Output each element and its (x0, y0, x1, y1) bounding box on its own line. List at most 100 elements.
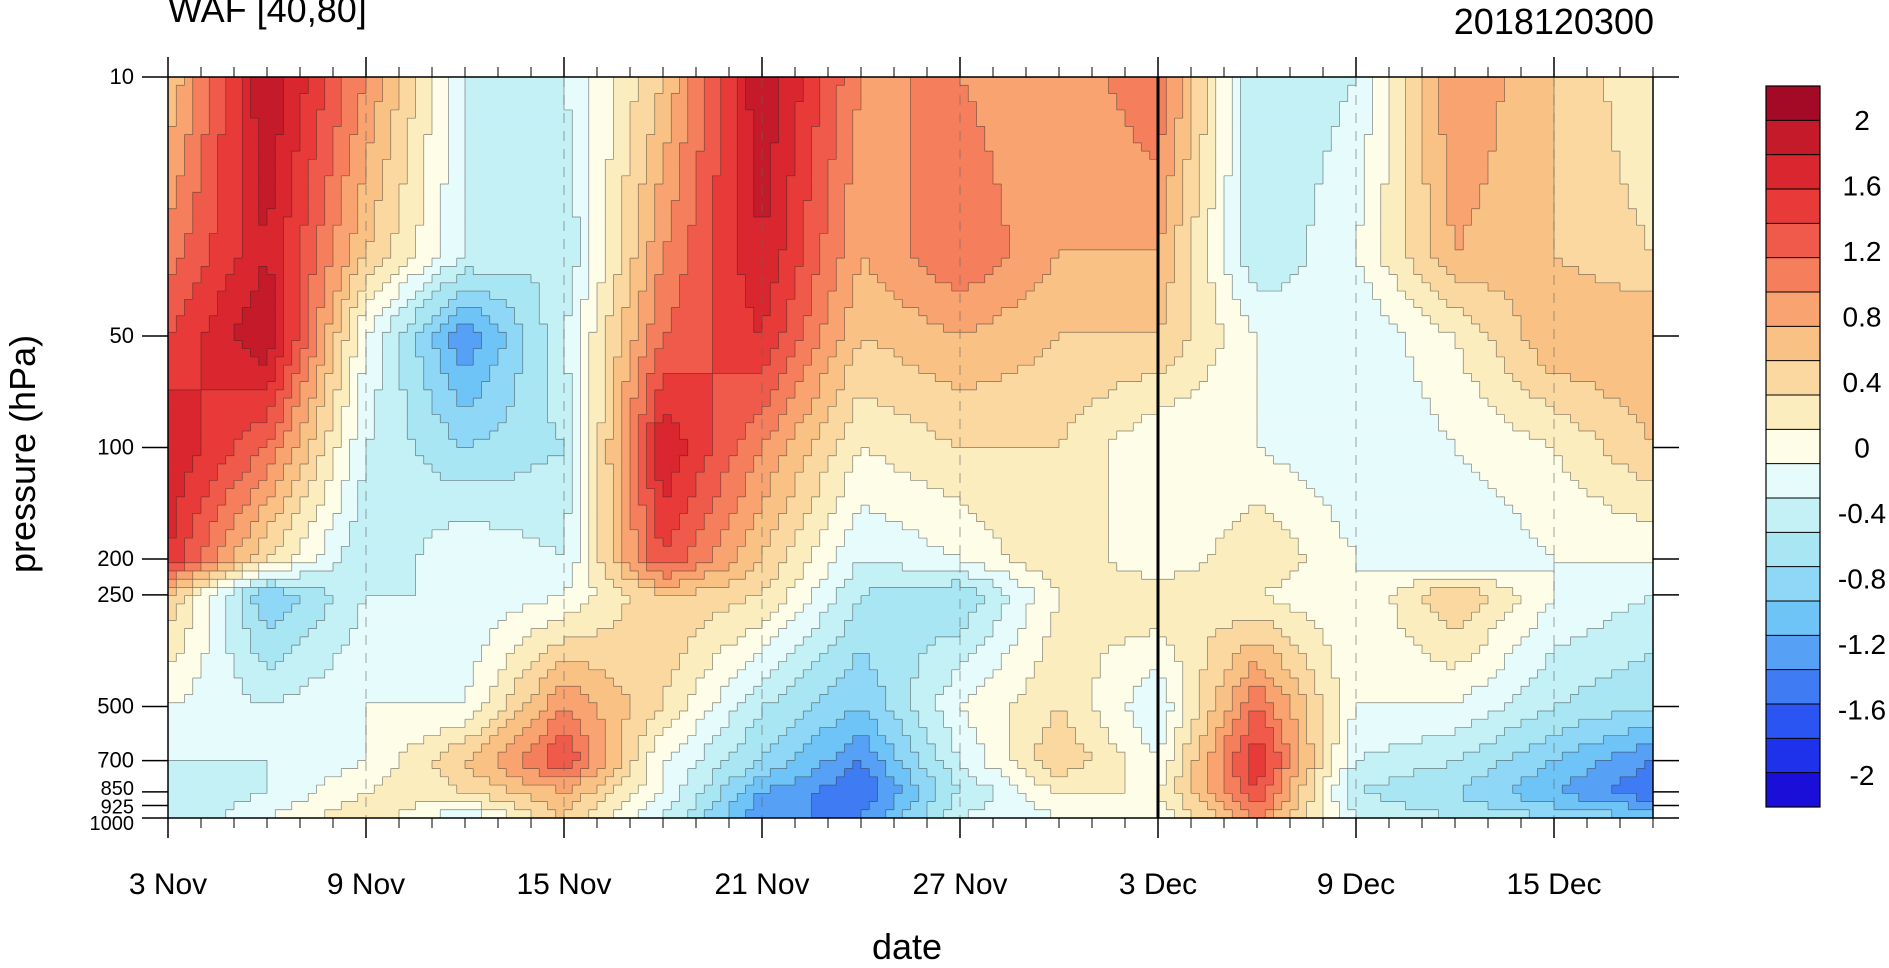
field-cell (1240, 258, 1250, 267)
field-cell (671, 167, 681, 177)
field-cell (1306, 77, 1316, 86)
field-cell (1578, 282, 1588, 292)
field-cell (324, 175, 334, 185)
field-cell (1331, 101, 1341, 111)
field-cell (1100, 192, 1110, 202)
field-cell (1026, 241, 1035, 251)
field-cell (242, 85, 252, 95)
field-cell (745, 93, 755, 103)
field-cell (646, 216, 656, 226)
field-cell (885, 126, 895, 136)
field-cell (786, 93, 796, 103)
field-cell (1240, 208, 1250, 218)
field-cell (1479, 134, 1489, 144)
field-cell (1496, 134, 1506, 144)
field-cell (1215, 291, 1225, 300)
field-cell (1347, 291, 1357, 300)
field-cell (217, 126, 227, 136)
field-cell (1281, 282, 1291, 292)
field-cell (366, 93, 375, 103)
field-cell (415, 225, 425, 235)
field-cell (1438, 291, 1448, 300)
field-cell (984, 282, 994, 292)
field-cell (522, 126, 532, 136)
field-cell (844, 200, 854, 210)
field-cell (1240, 134, 1250, 144)
field-cell (465, 291, 474, 300)
field-cell (465, 101, 474, 111)
field-cell (250, 77, 260, 86)
field-cell (1116, 77, 1126, 86)
field-cell (613, 85, 623, 95)
field-cell (1356, 258, 1365, 267)
field-cell (1595, 151, 1605, 160)
field-cell (539, 241, 549, 251)
field-cell (1083, 175, 1093, 185)
field-cell (1158, 192, 1167, 202)
field-cell (1199, 126, 1209, 136)
field-cell (1232, 258, 1242, 267)
field-cell (390, 167, 400, 177)
field-cell (1521, 258, 1530, 267)
field-cell (1265, 266, 1275, 276)
field-cell (1356, 134, 1365, 144)
field-cell (300, 299, 309, 309)
field-cell (984, 134, 994, 144)
field-cell (192, 299, 202, 309)
field-cell (1644, 266, 1653, 276)
field-cell (1620, 216, 1629, 226)
field-cell (1611, 184, 1621, 193)
field-cell (1265, 118, 1275, 127)
field-cell (168, 192, 177, 202)
field-cell (1512, 241, 1522, 251)
field-cell (1281, 225, 1291, 235)
field-cell (1405, 233, 1415, 243)
field-cell (1595, 266, 1605, 276)
field-cell (1166, 109, 1176, 119)
field-cell (803, 151, 813, 160)
field-cell (531, 291, 540, 300)
field-cell (1067, 159, 1077, 169)
field-cell (1413, 291, 1423, 300)
field-cell (935, 167, 945, 177)
field-cell (1380, 291, 1390, 300)
field-cell (1133, 184, 1143, 193)
field-cell (1240, 118, 1250, 127)
field-cell (1026, 134, 1035, 144)
field-cell (209, 299, 219, 309)
field-cell (712, 126, 722, 136)
field-cell (506, 109, 516, 119)
field-cell (1174, 167, 1184, 177)
field-cell (1496, 216, 1506, 226)
field-cell (580, 142, 590, 152)
field-cell (646, 282, 656, 292)
field-cell (663, 216, 672, 226)
field-cell (844, 77, 854, 86)
field-cell (308, 184, 318, 193)
field-cell (1273, 109, 1283, 119)
field-cell (382, 299, 392, 309)
field-cell (1364, 118, 1374, 127)
field-cell (1372, 93, 1382, 103)
field-cell (242, 109, 252, 119)
field-cell (663, 109, 672, 119)
field-cell (168, 175, 177, 185)
field-cell (1323, 118, 1332, 127)
field-cell (1512, 225, 1522, 235)
field-cell (828, 249, 837, 259)
field-cell (1537, 175, 1547, 185)
field-cell (1290, 241, 1299, 251)
field-cell (869, 266, 879, 276)
field-cell (1628, 85, 1638, 95)
field-cell (514, 266, 524, 276)
field-cell (1339, 200, 1349, 210)
field-cell (976, 291, 986, 300)
field-cell (1133, 93, 1143, 103)
field-cell (894, 77, 903, 86)
field-cell (300, 118, 309, 127)
field-cell (489, 266, 499, 276)
field-cell (498, 77, 507, 86)
field-cell (696, 184, 705, 193)
field-cell (481, 134, 491, 144)
field-cell (737, 118, 747, 127)
